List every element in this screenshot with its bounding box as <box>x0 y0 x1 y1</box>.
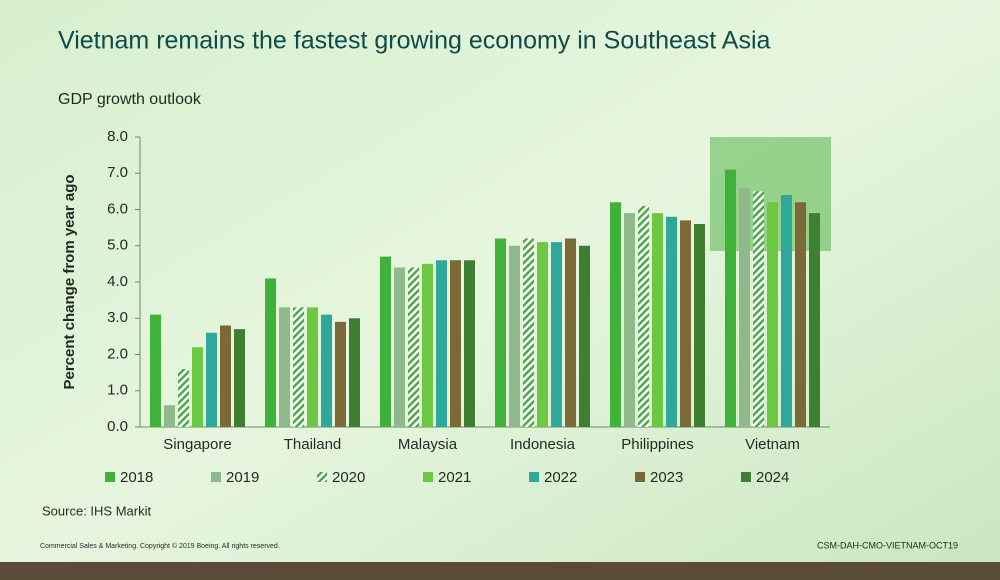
bar <box>279 307 290 427</box>
legend-label: 2019 <box>226 469 259 486</box>
x-tick-label: Singapore <box>163 436 231 453</box>
y-tick-label: 1.0 <box>107 382 128 399</box>
bar <box>321 314 332 427</box>
x-tick-label: Indonesia <box>510 436 576 453</box>
y-tick-label: 5.0 <box>107 237 128 254</box>
legend-label: 2024 <box>756 469 789 486</box>
bar <box>150 314 161 427</box>
bar <box>624 213 635 427</box>
legend-label: 2020 <box>332 469 365 486</box>
bar <box>422 263 433 427</box>
y-axis-label: Percent change from year ago <box>61 174 78 389</box>
legend-swatch <box>635 472 645 482</box>
legend-swatch <box>741 472 751 482</box>
bar <box>394 267 405 427</box>
bar <box>565 238 576 427</box>
x-tick-label: Philippines <box>621 436 694 453</box>
bar <box>408 267 419 427</box>
bar <box>349 318 360 427</box>
bar <box>178 369 189 427</box>
bar <box>638 205 649 427</box>
bar <box>809 213 820 427</box>
subtitle: GDP growth outlook <box>58 91 202 108</box>
bar <box>307 307 318 427</box>
bar <box>265 278 276 427</box>
bar <box>537 242 548 427</box>
bar <box>725 169 736 427</box>
bar <box>293 307 304 427</box>
legend-label: 2022 <box>544 469 577 486</box>
bar <box>464 260 475 427</box>
legend-swatch <box>105 472 115 482</box>
bar <box>509 245 520 427</box>
bar <box>767 202 778 427</box>
legend-swatch <box>529 472 539 482</box>
bar <box>666 216 677 427</box>
legend-swatch <box>317 472 327 482</box>
legend-label: 2023 <box>650 469 683 486</box>
bar <box>206 332 217 427</box>
y-tick-label: 3.0 <box>107 309 128 326</box>
bar <box>380 256 391 427</box>
legend-label: 2018 <box>120 469 153 486</box>
y-tick-label: 2.0 <box>107 345 128 362</box>
bar <box>610 202 621 427</box>
bar <box>694 224 705 427</box>
bar <box>739 187 750 427</box>
y-tick-label: 7.0 <box>107 164 128 181</box>
bar <box>753 191 764 427</box>
legend-label: 2021 <box>438 469 471 486</box>
y-tick-label: 8.0 <box>107 128 128 145</box>
bar <box>781 195 792 427</box>
bar <box>523 238 534 427</box>
y-tick-label: 0.0 <box>107 418 128 435</box>
chart-title: Vietnam remains the fastest growing econ… <box>58 27 771 55</box>
x-tick-label: Malaysia <box>398 436 458 453</box>
x-tick-label: Vietnam <box>745 436 800 453</box>
x-tick-label: Thailand <box>284 436 342 453</box>
bar <box>335 321 346 427</box>
legend-swatch <box>211 472 221 482</box>
bar <box>680 220 691 427</box>
footer-right: CSM-DAH-CMO-VIETNAM-OCT19 <box>817 540 958 550</box>
bar <box>551 242 562 427</box>
source: Source: IHS Markit <box>42 503 151 518</box>
footer-left: Commercial Sales & Marketing. Copyright … <box>40 542 280 550</box>
bar <box>795 202 806 427</box>
frame-edge <box>0 562 1000 580</box>
y-tick-label: 4.0 <box>107 273 128 290</box>
bar <box>450 260 461 427</box>
legend-swatch <box>423 472 433 482</box>
bar <box>220 325 231 427</box>
bar <box>579 245 590 427</box>
bar <box>192 347 203 427</box>
bar <box>652 213 663 427</box>
bar <box>234 329 245 427</box>
bar <box>495 238 506 427</box>
bar <box>164 405 175 427</box>
bar <box>436 260 447 427</box>
y-tick-label: 6.0 <box>107 200 128 217</box>
